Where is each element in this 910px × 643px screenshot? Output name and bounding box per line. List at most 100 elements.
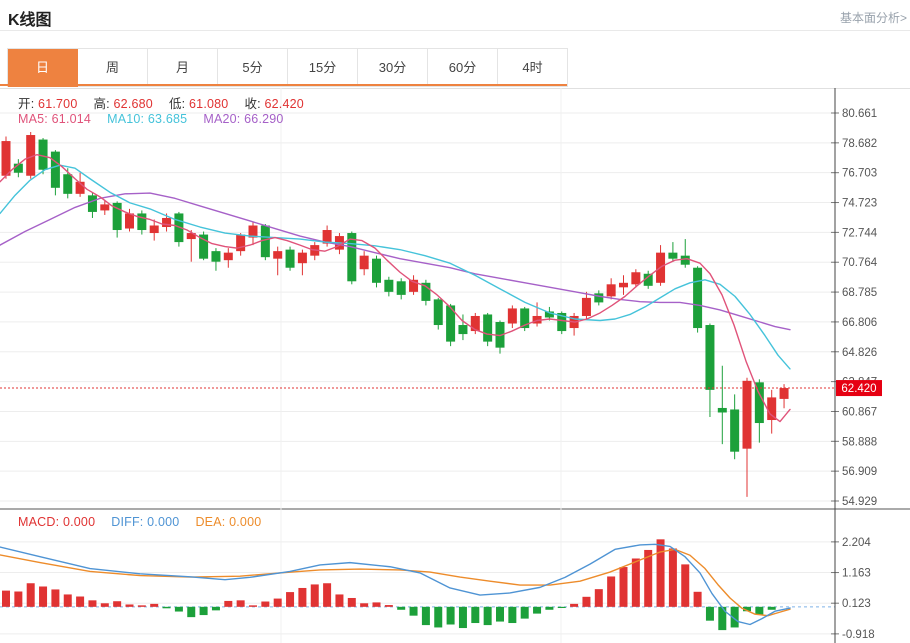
tab-4时[interactable]: 4时 xyxy=(498,49,568,87)
interval-tabbar: 日周月 5分 15分 30分 60分 4时 xyxy=(7,48,568,87)
candle-body xyxy=(594,293,604,303)
tab-15分[interactable]: 15分 xyxy=(288,49,358,87)
candle-body xyxy=(544,311,554,318)
candle-body xyxy=(384,279,394,292)
macd-bar xyxy=(446,606,455,625)
macd-bar xyxy=(458,606,467,629)
main-tick-label: 76.703 xyxy=(842,168,877,180)
macd-bar xyxy=(372,602,381,607)
current-price-badge-label: 62.420 xyxy=(841,383,876,395)
title-divider xyxy=(0,30,910,31)
candle-body xyxy=(507,308,517,324)
macd-bar xyxy=(261,601,270,607)
macd-bar xyxy=(483,606,492,626)
legend-pair: MACD: 0.000 xyxy=(18,515,96,529)
macd-bar xyxy=(199,606,208,616)
macd-bar xyxy=(570,603,579,607)
macd-bar xyxy=(730,606,739,628)
tab-日[interactable]: 日 xyxy=(8,49,78,87)
macd-bar xyxy=(26,583,35,607)
macd-bar xyxy=(224,600,233,607)
candle-body xyxy=(199,234,209,259)
candle-body xyxy=(557,312,567,332)
legend-pair: 高: 62.680 xyxy=(93,97,153,111)
macd-bar xyxy=(335,594,344,607)
macd-bar xyxy=(39,586,48,607)
macd-bar xyxy=(298,587,307,607)
macd-bar xyxy=(409,606,418,616)
macd-bar xyxy=(187,606,196,618)
ma10-line xyxy=(0,164,791,370)
main-tick-label: 74.723 xyxy=(842,198,877,210)
kline-chart[interactable]: 80.661 78.682 76.703 74.723 72.744 70.764 68.7… xyxy=(0,88,910,643)
candle-body xyxy=(730,409,740,452)
candle-body xyxy=(619,282,628,288)
candle-body xyxy=(693,267,703,329)
main-tick-label: 66.806 xyxy=(842,317,877,329)
macd-bar xyxy=(508,606,517,624)
candle-body xyxy=(680,255,690,265)
candle-body xyxy=(297,252,307,264)
legend-pair: MA20: 66.290 xyxy=(203,112,284,126)
main-tick-label: 80.661 xyxy=(842,108,877,120)
tab-5分[interactable]: 5分 xyxy=(218,49,288,87)
dea-line xyxy=(0,548,791,617)
fundamental-analysis-link[interactable]: 基本面分析> xyxy=(839,11,907,25)
macd-bar xyxy=(545,606,554,610)
tab-周[interactable]: 周 xyxy=(78,49,148,87)
candle-body xyxy=(779,388,789,399)
legend-pair: 收: 62.420 xyxy=(244,97,304,111)
legend-pair: DEA: 0.000 xyxy=(195,515,262,529)
macd-bar xyxy=(607,576,616,607)
candle-body xyxy=(285,249,295,268)
macd-tick-label: 2.204 xyxy=(842,537,871,549)
candle-body xyxy=(717,407,727,413)
main-tick-label: 60.867 xyxy=(842,406,877,418)
candle-body xyxy=(483,314,493,342)
candle-body xyxy=(260,225,270,258)
macd-bar xyxy=(360,603,369,607)
candle-body xyxy=(13,163,23,173)
macd-bar xyxy=(656,539,665,607)
candle-body xyxy=(1,141,11,176)
main-tick-label: 72.744 xyxy=(842,227,878,239)
macd-bar xyxy=(520,606,529,619)
macd-bar xyxy=(323,583,332,607)
macd-bar xyxy=(211,606,220,611)
macd-bar xyxy=(755,606,764,615)
macd-bar xyxy=(249,605,257,607)
legend-pair: 开: 61.700 xyxy=(18,97,78,111)
macd-bar xyxy=(100,603,109,607)
candle-body xyxy=(372,258,381,283)
macd-bar xyxy=(767,606,776,610)
tab-30分[interactable]: 30分 xyxy=(358,49,428,87)
candle-body xyxy=(606,284,616,297)
macd-bar xyxy=(125,604,134,607)
macd-bar xyxy=(162,606,171,609)
candle-body xyxy=(223,252,233,261)
ma20-line xyxy=(0,192,791,331)
macd-bar xyxy=(557,606,566,609)
candle-body xyxy=(446,305,456,342)
current-price-badge xyxy=(836,380,882,397)
candle-body xyxy=(495,322,505,348)
candle-body xyxy=(100,204,110,211)
macd-bar xyxy=(471,606,480,624)
macd-bar xyxy=(88,600,97,607)
tab-月[interactable]: 月 xyxy=(148,49,218,87)
macd-bar xyxy=(533,606,542,614)
candle-body xyxy=(396,281,406,295)
macd-bar xyxy=(347,597,356,607)
legend-pair: DIFF: 0.000 xyxy=(111,515,180,529)
candle-body xyxy=(87,195,97,212)
macd-bar xyxy=(51,589,60,607)
main-tick-label: 56.909 xyxy=(842,466,877,478)
page-title: K线图 xyxy=(8,12,52,29)
candle-body xyxy=(409,279,419,292)
macd-bar xyxy=(150,603,159,607)
macd-tick-label: -0.918 xyxy=(842,629,875,641)
candle-body xyxy=(347,233,357,282)
main-tick-label: 54.929 xyxy=(842,496,877,508)
tab-60分[interactable]: 60分 xyxy=(428,49,498,87)
